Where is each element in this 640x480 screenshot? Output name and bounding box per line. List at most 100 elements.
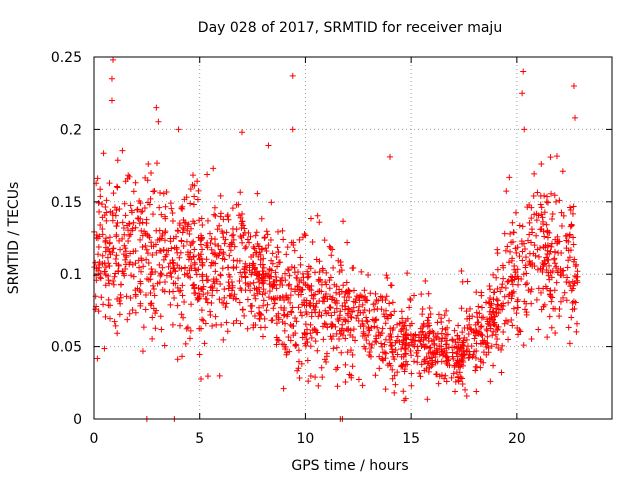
data-point bbox=[366, 307, 373, 314]
data-point bbox=[515, 275, 522, 282]
data-point bbox=[323, 359, 330, 366]
data-point bbox=[121, 272, 128, 279]
data-point bbox=[372, 338, 379, 345]
data-point bbox=[383, 307, 390, 314]
data-point bbox=[150, 211, 157, 218]
data-point bbox=[424, 317, 431, 324]
data-point bbox=[136, 197, 143, 204]
data-point bbox=[303, 336, 310, 343]
data-point bbox=[307, 330, 314, 337]
data-point bbox=[449, 337, 456, 344]
data-point bbox=[495, 302, 502, 309]
data-point bbox=[219, 299, 226, 306]
data-point bbox=[229, 284, 236, 291]
data-point bbox=[123, 254, 130, 261]
data-point bbox=[116, 311, 123, 318]
data-point bbox=[168, 273, 175, 280]
data-point bbox=[562, 233, 569, 240]
data-point bbox=[501, 320, 508, 327]
data-point bbox=[197, 237, 204, 244]
data-point bbox=[366, 348, 373, 355]
data-point bbox=[378, 306, 385, 313]
data-point bbox=[543, 221, 550, 228]
data-point bbox=[194, 196, 201, 203]
data-point bbox=[304, 282, 311, 289]
data-point bbox=[191, 182, 198, 189]
data-point bbox=[356, 297, 363, 304]
data-point bbox=[274, 336, 281, 343]
data-point bbox=[388, 342, 395, 349]
data-point bbox=[308, 292, 315, 299]
data-point bbox=[312, 291, 319, 298]
data-point bbox=[163, 188, 170, 195]
data-point bbox=[323, 269, 330, 276]
data-point bbox=[285, 282, 292, 289]
data-point bbox=[523, 270, 530, 277]
data-point bbox=[204, 217, 211, 224]
data-point bbox=[528, 215, 535, 222]
data-point bbox=[480, 314, 487, 321]
data-point bbox=[265, 142, 272, 149]
data-point bbox=[535, 285, 542, 292]
data-point bbox=[321, 298, 328, 305]
data-point bbox=[382, 386, 389, 393]
data-point bbox=[546, 229, 553, 236]
data-point bbox=[231, 291, 238, 298]
data-point bbox=[426, 330, 433, 337]
data-point bbox=[137, 236, 144, 243]
data-point bbox=[211, 280, 218, 287]
data-point bbox=[427, 311, 434, 317]
data-point bbox=[207, 230, 214, 237]
data-point bbox=[219, 230, 226, 237]
data-point bbox=[499, 262, 506, 269]
data-point bbox=[414, 347, 421, 354]
data-point bbox=[128, 207, 135, 214]
data-point bbox=[178, 311, 185, 318]
data-point bbox=[223, 300, 230, 307]
data-point bbox=[494, 335, 501, 342]
data-point bbox=[196, 290, 203, 297]
data-point bbox=[198, 307, 205, 314]
data-point bbox=[544, 250, 551, 257]
data-point bbox=[152, 241, 159, 248]
data-point bbox=[299, 286, 306, 293]
data-point bbox=[259, 261, 266, 268]
data-point bbox=[126, 261, 133, 268]
data-point bbox=[400, 388, 407, 395]
data-point bbox=[95, 244, 102, 251]
data-point bbox=[174, 249, 181, 256]
data-point bbox=[465, 354, 472, 361]
data-point bbox=[343, 279, 350, 286]
data-point bbox=[268, 295, 275, 302]
data-point bbox=[513, 310, 520, 317]
data-point bbox=[365, 331, 372, 338]
data-point bbox=[363, 317, 370, 324]
data-point bbox=[273, 277, 280, 284]
data-point bbox=[286, 272, 293, 279]
data-point bbox=[163, 251, 170, 258]
data-point bbox=[180, 226, 187, 233]
data-point bbox=[419, 305, 426, 312]
data-point bbox=[204, 239, 211, 246]
data-point bbox=[526, 231, 533, 238]
data-point bbox=[321, 356, 328, 363]
data-point bbox=[229, 225, 236, 232]
x-tick-label: 5 bbox=[195, 431, 204, 447]
data-point bbox=[569, 278, 576, 285]
data-point bbox=[376, 353, 383, 360]
data-point bbox=[342, 361, 349, 368]
data-point bbox=[484, 333, 491, 340]
data-point bbox=[502, 247, 509, 254]
data-point bbox=[519, 223, 526, 230]
data-point bbox=[443, 357, 450, 364]
data-point bbox=[253, 229, 260, 236]
data-point bbox=[509, 322, 516, 329]
data-point bbox=[511, 276, 518, 283]
data-point bbox=[477, 341, 484, 348]
data-point bbox=[116, 206, 123, 213]
data-point bbox=[139, 219, 146, 226]
data-point bbox=[568, 314, 575, 321]
data-point bbox=[473, 388, 480, 395]
data-point bbox=[291, 247, 298, 254]
data-point bbox=[207, 262, 214, 269]
